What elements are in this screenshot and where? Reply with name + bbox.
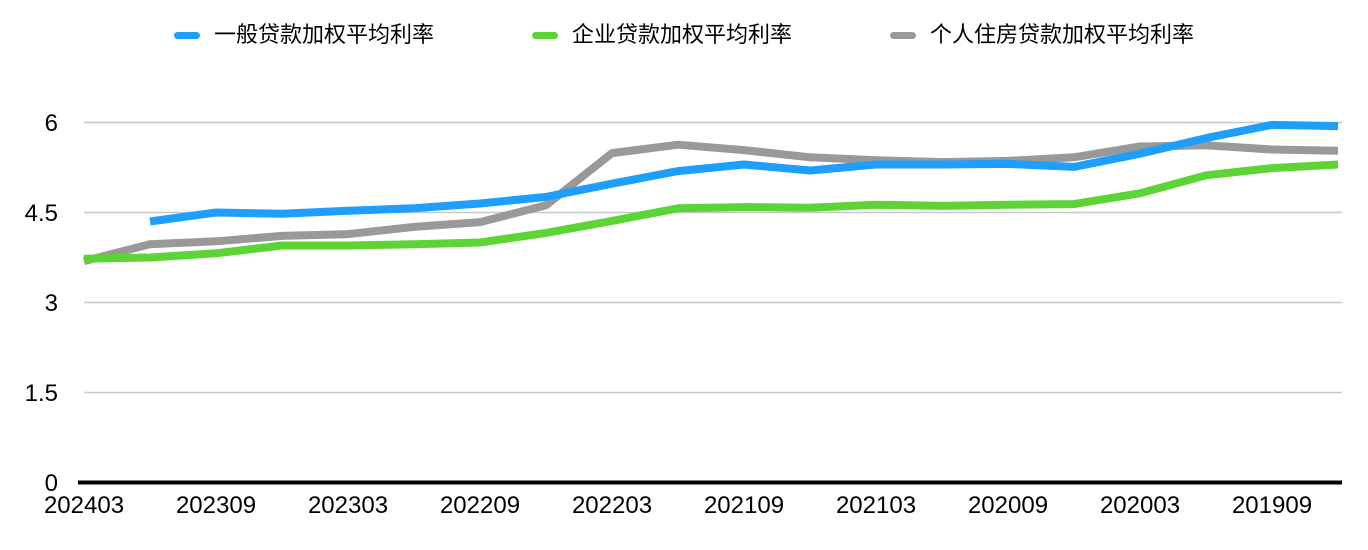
x-tick-label: 202403 (44, 492, 124, 519)
y-tick-label: 6 (45, 110, 58, 137)
legend-label-corporate-loan-rate: 企业贷款加权平均利率 (571, 22, 792, 47)
y-tick-label: 3 (45, 290, 58, 317)
x-tick-label: 202003 (1100, 492, 1180, 519)
legend-label-general-loan-rate: 一般贷款加权平均利率 (213, 22, 434, 47)
x-tick-label: 202103 (836, 492, 916, 519)
y-tick-label: 1.5 (25, 380, 58, 407)
x-tick-label: 202203 (572, 492, 652, 519)
x-tick-label: 202109 (704, 492, 784, 519)
legend-item-corporate-loan-rate[interactable]: 企业贷款加权平均利率 (531, 22, 792, 47)
y-tick-label: 4.5 (25, 200, 58, 227)
y-tick-label: 0 (45, 470, 58, 497)
legend-label-housing-loan-rate: 个人住房贷款加权平均利率 (930, 22, 1195, 47)
x-tick-label: 202209 (440, 492, 520, 519)
series-line-0 (149, 120, 1339, 226)
legend-swatch-gray-icon (890, 31, 916, 39)
legend-swatch-blue-icon (173, 31, 200, 39)
legend-item-general-loan-rate[interactable]: 一般贷款加权平均利率 (173, 22, 434, 47)
legend-item-housing-loan-rate[interactable]: 个人住房贷款加权平均利率 (890, 24, 1194, 46)
chart-legend: 一般贷款加权平均利率 企业贷款加权平均利率 个人住房贷款加权平均利率 (0, 22, 1368, 48)
x-tick-label: 202309 (176, 492, 256, 519)
legend-swatch-green-icon (531, 31, 558, 39)
x-tick-label: 202303 (308, 492, 388, 519)
x-tick-label: 202009 (968, 492, 1048, 519)
x-tick-label: 201909 (1232, 492, 1312, 519)
series-line-1 (83, 160, 1339, 263)
series-line-2 (83, 140, 1339, 265)
